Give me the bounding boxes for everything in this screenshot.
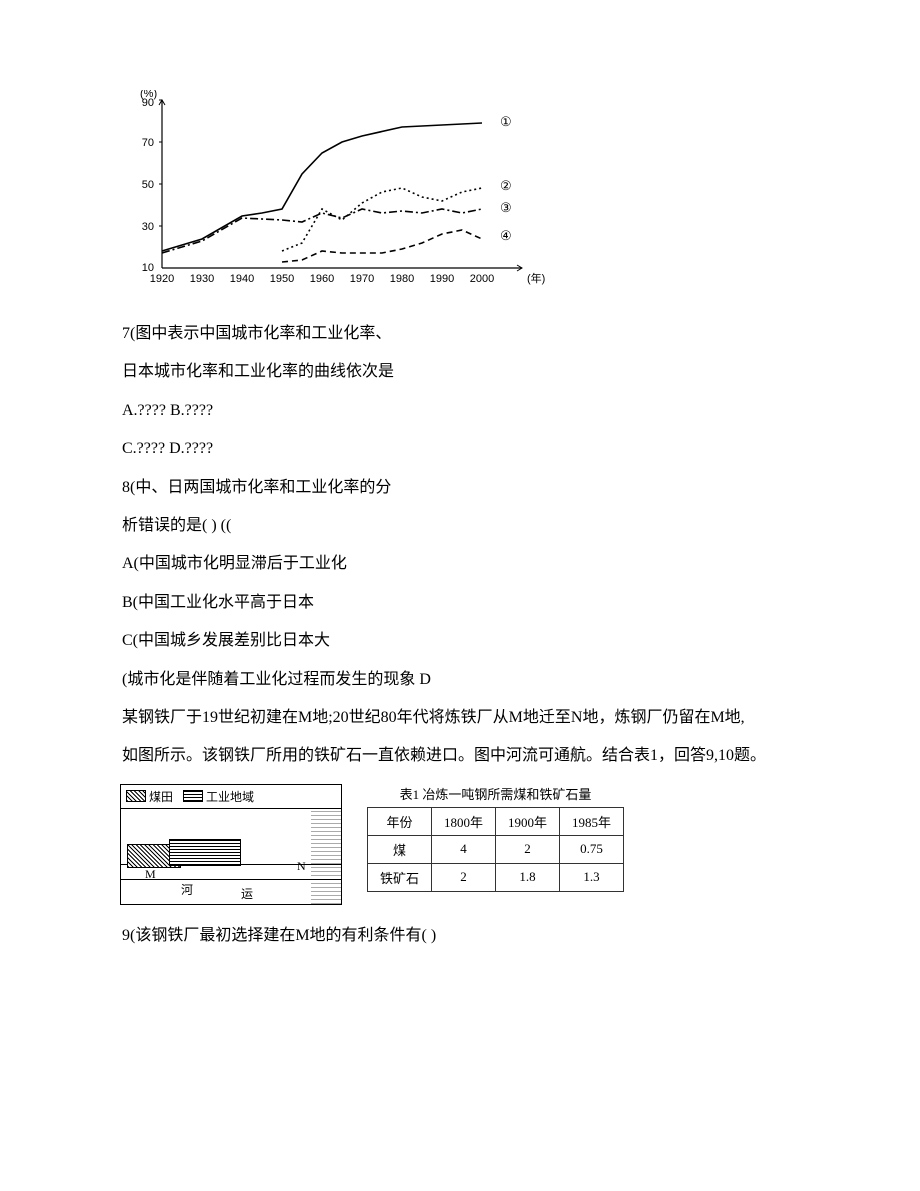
- svg-text:2000: 2000: [470, 273, 494, 285]
- map-label-river: 河: [181, 881, 193, 898]
- col-1985: 1985年: [560, 807, 624, 835]
- passage-l2: 如图所示。该钢铁厂所用的铁矿石一直依赖进口。图中河流可通航。结合表1，回答9,1…: [90, 737, 830, 775]
- svg-text:70: 70: [142, 137, 154, 149]
- q8-opt-b: B(中国工业化水平高于日本: [90, 584, 830, 622]
- legend-industry-label: 工业地域: [206, 788, 254, 805]
- legend-coal-label: 煤田: [149, 788, 173, 805]
- q7-stem-l1: 7(图中表示中国城市化率和工业化率、: [90, 315, 830, 353]
- passage-l1: 某钢铁厂于19世纪初建在M地;20世纪80年代将炼铁厂从M地迁至N地，炼钢厂仍留…: [90, 699, 830, 737]
- map-label-canal: 运: [241, 885, 253, 902]
- svg-text:1960: 1960: [310, 273, 334, 285]
- svg-text:④: ④: [500, 228, 512, 243]
- map-figure: 煤田 工业地域 M N 河 运: [120, 784, 342, 905]
- col-1900: 1900年: [496, 807, 560, 835]
- q9-stem: 9(该钢铁厂最初选择建在M地的有利条件有( ): [90, 917, 830, 955]
- col-1800: 1800年: [432, 807, 496, 835]
- svg-text:1920: 1920: [150, 273, 174, 285]
- svg-text:50: 50: [142, 179, 154, 191]
- series-2: [282, 188, 482, 251]
- industry-swatch-icon: [183, 790, 203, 802]
- table-row: 煤 4 2 0.75: [368, 835, 624, 863]
- table-1: 表1 冶炼一吨钢所需煤和铁矿石量 年份 1800年 1900年 1985年 煤 …: [367, 784, 624, 892]
- q8-opt-d: (城市化是伴随着工业化过程而发生的现象 D: [90, 661, 830, 699]
- series-1: [162, 123, 482, 251]
- svg-text:①: ①: [500, 114, 512, 129]
- table-title: 表1 冶炼一吨钢所需煤和铁矿石量: [367, 784, 624, 803]
- svg-text:1990: 1990: [430, 273, 454, 285]
- series-3: [162, 209, 482, 253]
- coalfield-swatch-icon: [126, 790, 146, 802]
- q8-opt-a: A(中国城市化明显滞后于工业化: [90, 545, 830, 583]
- y-axis-label: (%): [140, 90, 157, 100]
- svg-text:1980: 1980: [390, 273, 414, 285]
- urbanization-chart: 90 70 50 30 10 (%) (年) 1920 1930 1940 19…: [120, 90, 830, 305]
- svg-text:1950: 1950: [270, 273, 294, 285]
- series-4: [282, 230, 482, 262]
- q7-stem-l2: 日本城市化率和工业化率的曲线依次是: [90, 353, 830, 391]
- q7-opt-cd: C.???? D.????: [90, 430, 830, 468]
- q8-stem-l1: 8(中、日两国城市化率和工业化率的分: [90, 469, 830, 507]
- col-year: 年份: [368, 807, 432, 835]
- q8-opt-c: C(中国城乡发展差别比日本大: [90, 622, 830, 660]
- q8-stem-l2: 析错误的是( ) ((: [90, 507, 830, 545]
- svg-text:③: ③: [500, 200, 512, 215]
- svg-text:1930: 1930: [190, 273, 214, 285]
- map-label-m: M: [145, 867, 156, 882]
- svg-text:30: 30: [142, 221, 154, 233]
- svg-text:1970: 1970: [350, 273, 374, 285]
- map-label-n: N: [297, 859, 306, 874]
- q7-opt-ab: A.???? B.????: [90, 392, 830, 430]
- x-axis-label: (年): [527, 271, 545, 285]
- table-row: 铁矿石 2 1.8 1.3: [368, 863, 624, 891]
- svg-text:②: ②: [500, 178, 512, 193]
- svg-text:1940: 1940: [230, 273, 254, 285]
